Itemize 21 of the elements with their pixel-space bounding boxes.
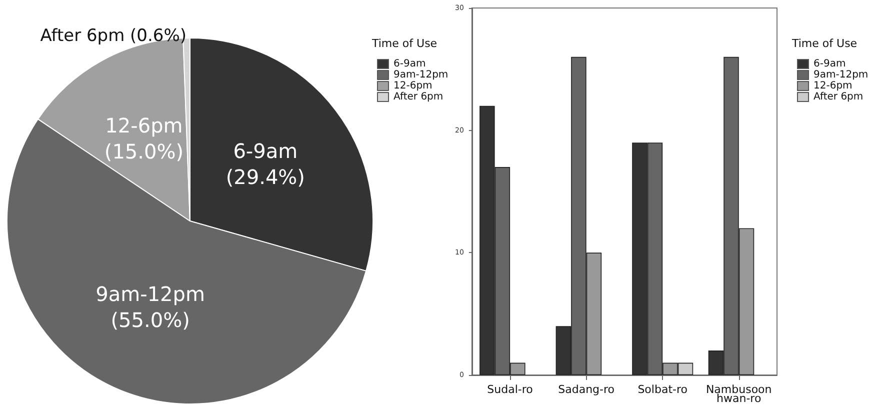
legend-title: Time of Use xyxy=(371,37,438,50)
slice-label: 9am-12pm xyxy=(96,282,205,306)
slice-label: 12-6pm xyxy=(105,113,183,138)
x-tick-label: Sudal-ro xyxy=(487,383,534,396)
x-tick-label: Sadang-ro xyxy=(558,383,615,396)
legend-label: 9am-12pm xyxy=(394,70,448,80)
data-label: (15.0%) xyxy=(104,139,184,164)
legend-label: 6-9am xyxy=(814,58,846,70)
legend-label: 12-6pm xyxy=(814,80,852,92)
legend-label: 9am-12pm xyxy=(814,70,868,80)
legend-label: 6-9am xyxy=(394,58,426,70)
data-label: (29.4%) xyxy=(226,165,305,190)
x-tick-label: Solbat-ro xyxy=(638,383,688,396)
legend-title: Time of Use xyxy=(791,37,858,50)
category-label: After 6pm (0.6%) xyxy=(40,26,187,46)
data-label: (55.0%) xyxy=(110,308,190,332)
legend-label: After 6pm xyxy=(814,92,864,102)
slice-label: 6-9am xyxy=(233,139,298,164)
x-tick-label: Nambusoon hwan-ro xyxy=(706,383,772,405)
legend-label: 12-6pm xyxy=(394,80,432,92)
legend-label: After 6pm xyxy=(394,92,444,102)
